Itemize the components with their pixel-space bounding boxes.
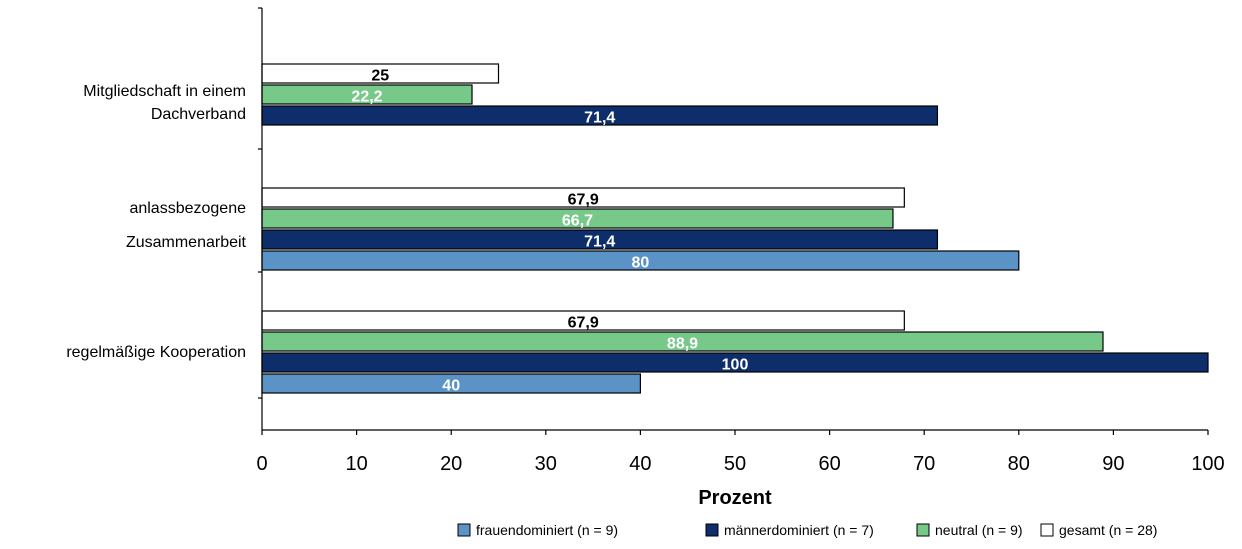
data-label: 22,2: [351, 89, 382, 106]
y-axis: [258, 7, 263, 430]
data-label: 71,4: [584, 234, 615, 251]
legend-swatch: [1040, 523, 1054, 537]
legend-swatch: [705, 523, 719, 537]
x-tick-label: 10: [345, 453, 367, 475]
data-label: 71,4: [584, 110, 615, 127]
category-label: Mitgliedschaft in einem: [83, 83, 246, 100]
data-label: 67,9: [568, 192, 599, 209]
x-tick-label: 30: [535, 453, 557, 475]
data-label: 25: [371, 68, 389, 85]
legend-label: gesamt (n = 28): [1059, 522, 1157, 538]
category-labels: Mitgliedschaft in einem Dachverband anlass…: [66, 83, 246, 361]
legend: frauendominiert (n = 9) männerdominiert (…: [457, 522, 1157, 538]
x-tick-label: 90: [1102, 453, 1124, 475]
legend-swatch: [457, 523, 471, 537]
legend-swatch: [916, 523, 930, 537]
x-tick-label: 0: [256, 453, 267, 475]
category-label: Zusammenarbeit: [126, 234, 247, 251]
x-tick-label: 40: [629, 453, 651, 475]
data-label: 100: [722, 357, 749, 374]
bars-group: 25 22,2 71,4 67,9 66,7 71,4 80 67,9 88,9 100 40: [261, 63, 1209, 395]
x-tick-label: 70: [913, 453, 935, 475]
x-tick-label: 20: [440, 453, 462, 475]
x-tick-label: 100: [1191, 453, 1224, 475]
data-label: 40: [442, 378, 460, 395]
data-label: 88,9: [667, 336, 698, 353]
x-tick-label: 60: [818, 453, 840, 475]
legend-label: neutral (n = 9): [935, 522, 1023, 538]
legend-label: frauendominiert (n = 9): [476, 522, 618, 538]
data-label: 80: [632, 255, 650, 272]
legend-label: männerdominiert (n = 7): [724, 522, 874, 538]
category-label: regelmäßige Kooperation: [66, 344, 246, 361]
data-label: 66,7: [562, 213, 593, 230]
x-axis-title: Prozent: [698, 487, 772, 509]
category-label: anlassbezogene: [129, 200, 246, 217]
data-label: 67,9: [568, 315, 599, 332]
x-axis: 0 10 20 30 40 50 60 70 80 90 100: [256, 429, 1225, 475]
x-tick-label: 80: [1008, 453, 1030, 475]
x-tick-label: 50: [724, 453, 746, 475]
category-label: Dachverband: [151, 106, 246, 123]
